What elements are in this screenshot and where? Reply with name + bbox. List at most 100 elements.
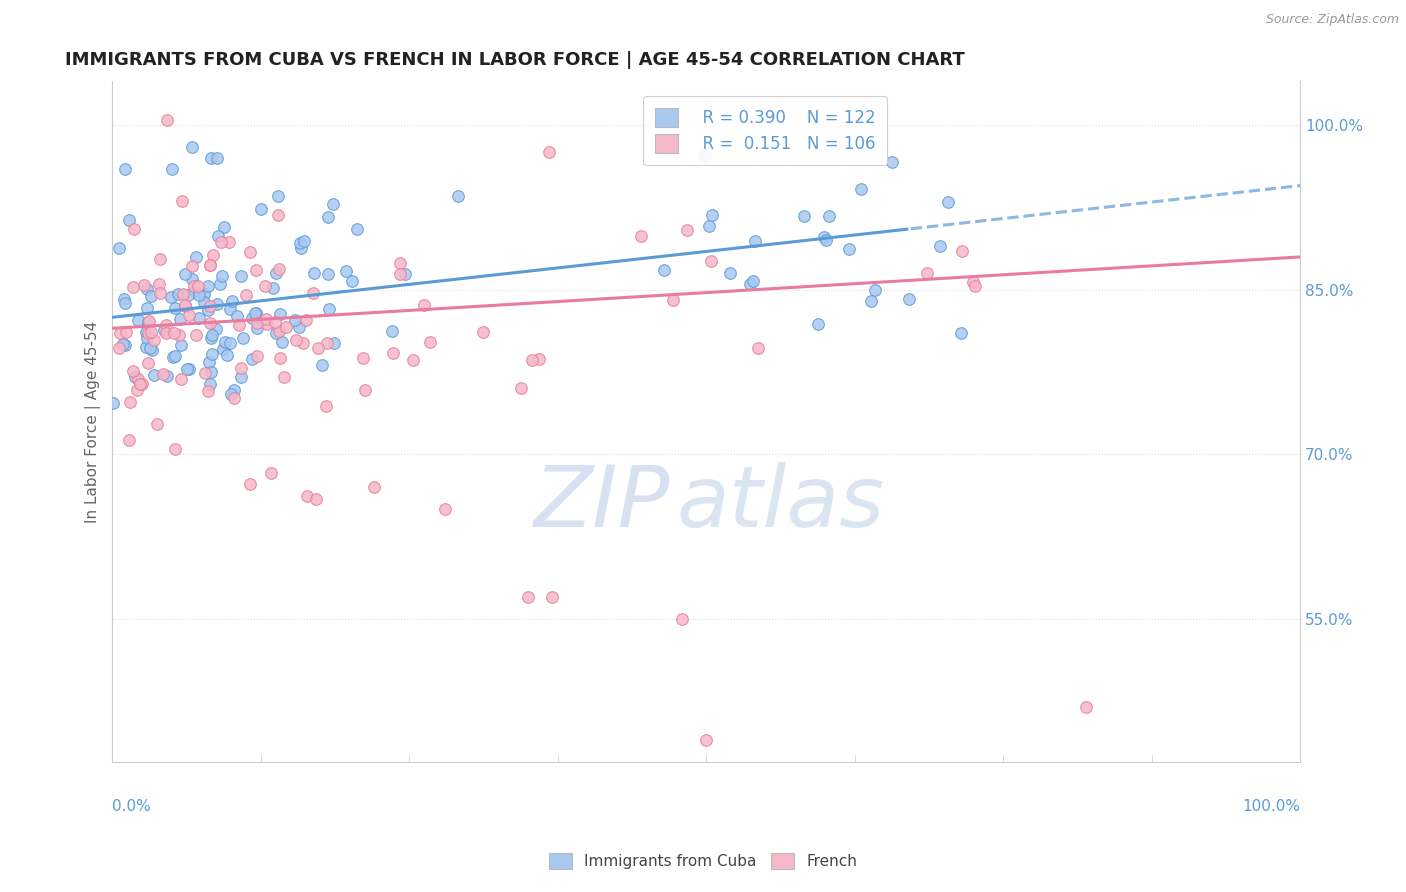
Point	[963, 278, 986, 293]
Point	[135, 340, 157, 354]
Point	[240, 351, 263, 366]
Point	[264, 315, 287, 329]
Point	[245, 306, 267, 320]
Point	[292, 235, 315, 249]
Point	[201, 247, 224, 261]
Point	[419, 334, 441, 349]
Point	[108, 341, 131, 355]
Point	[671, 612, 693, 626]
Point	[103, 396, 125, 410]
Point	[211, 343, 233, 357]
Point	[200, 299, 222, 313]
Point	[793, 209, 815, 223]
Point	[218, 335, 240, 350]
Text: 0.0%: 0.0%	[112, 799, 152, 814]
Text: IMMIGRANTS FROM CUBA VS FRENCH IN LABOR FORCE | AGE 45-54 CORRELATION CHART: IMMIGRANTS FROM CUBA VS FRENCH IN LABOR …	[65, 51, 965, 69]
Point	[112, 292, 135, 306]
Point	[197, 384, 219, 398]
Point	[155, 318, 177, 332]
Point	[160, 290, 183, 304]
Point	[204, 322, 226, 336]
Point	[121, 364, 143, 378]
Point	[153, 323, 176, 337]
Point	[389, 255, 412, 269]
Point	[152, 367, 174, 381]
Point	[253, 279, 276, 293]
Point	[695, 732, 717, 747]
Point	[742, 275, 765, 289]
Point	[122, 222, 145, 236]
Point	[700, 208, 723, 222]
Point	[262, 281, 284, 295]
Point	[813, 229, 835, 244]
Point	[108, 241, 131, 255]
Point	[197, 302, 219, 317]
Point	[471, 325, 494, 339]
Point	[744, 234, 766, 248]
Point	[352, 351, 374, 366]
Point	[156, 369, 179, 384]
Point	[139, 341, 162, 355]
Point	[205, 297, 228, 311]
Point	[146, 417, 169, 432]
Point	[394, 268, 416, 282]
Point	[240, 311, 263, 326]
Point	[193, 287, 215, 301]
Point	[817, 209, 839, 223]
Point	[284, 313, 307, 327]
Point	[740, 277, 762, 292]
Point	[198, 258, 221, 272]
Point	[170, 338, 193, 352]
Point	[114, 338, 136, 352]
Point	[197, 279, 219, 293]
Point	[269, 307, 291, 321]
Point	[134, 278, 156, 293]
Point	[318, 301, 340, 316]
Point	[259, 466, 281, 480]
Point	[136, 315, 159, 329]
Point	[179, 362, 201, 376]
Point	[865, 283, 887, 297]
Point	[239, 477, 262, 491]
Point	[198, 316, 221, 330]
Point	[148, 277, 170, 292]
Point	[176, 361, 198, 376]
Point	[246, 321, 269, 335]
Point	[402, 353, 425, 368]
Point	[114, 162, 136, 177]
Point	[235, 288, 257, 302]
Point	[224, 392, 246, 406]
Point	[654, 263, 676, 277]
Point	[200, 366, 222, 380]
Point	[141, 343, 163, 358]
Point	[209, 235, 232, 249]
Point	[254, 311, 277, 326]
Point	[662, 293, 685, 308]
Point	[509, 381, 531, 395]
Point	[143, 368, 166, 383]
Point	[163, 349, 186, 363]
Point	[269, 351, 291, 365]
Point	[118, 433, 141, 447]
Point	[246, 349, 269, 363]
Point	[136, 331, 159, 345]
Point	[302, 286, 325, 301]
Point	[239, 244, 262, 259]
Point	[112, 337, 135, 351]
Point	[245, 306, 267, 320]
Point	[232, 330, 254, 344]
Point	[135, 282, 157, 296]
Point	[433, 502, 456, 516]
Point	[129, 376, 152, 391]
Point	[287, 319, 309, 334]
Point	[170, 371, 193, 385]
Point	[218, 235, 240, 250]
Point	[207, 151, 229, 165]
Point	[315, 400, 337, 414]
Point	[267, 262, 290, 277]
Point	[264, 326, 287, 340]
Point	[163, 326, 186, 340]
Point	[200, 330, 222, 344]
Point	[949, 326, 972, 341]
Point	[219, 387, 242, 401]
